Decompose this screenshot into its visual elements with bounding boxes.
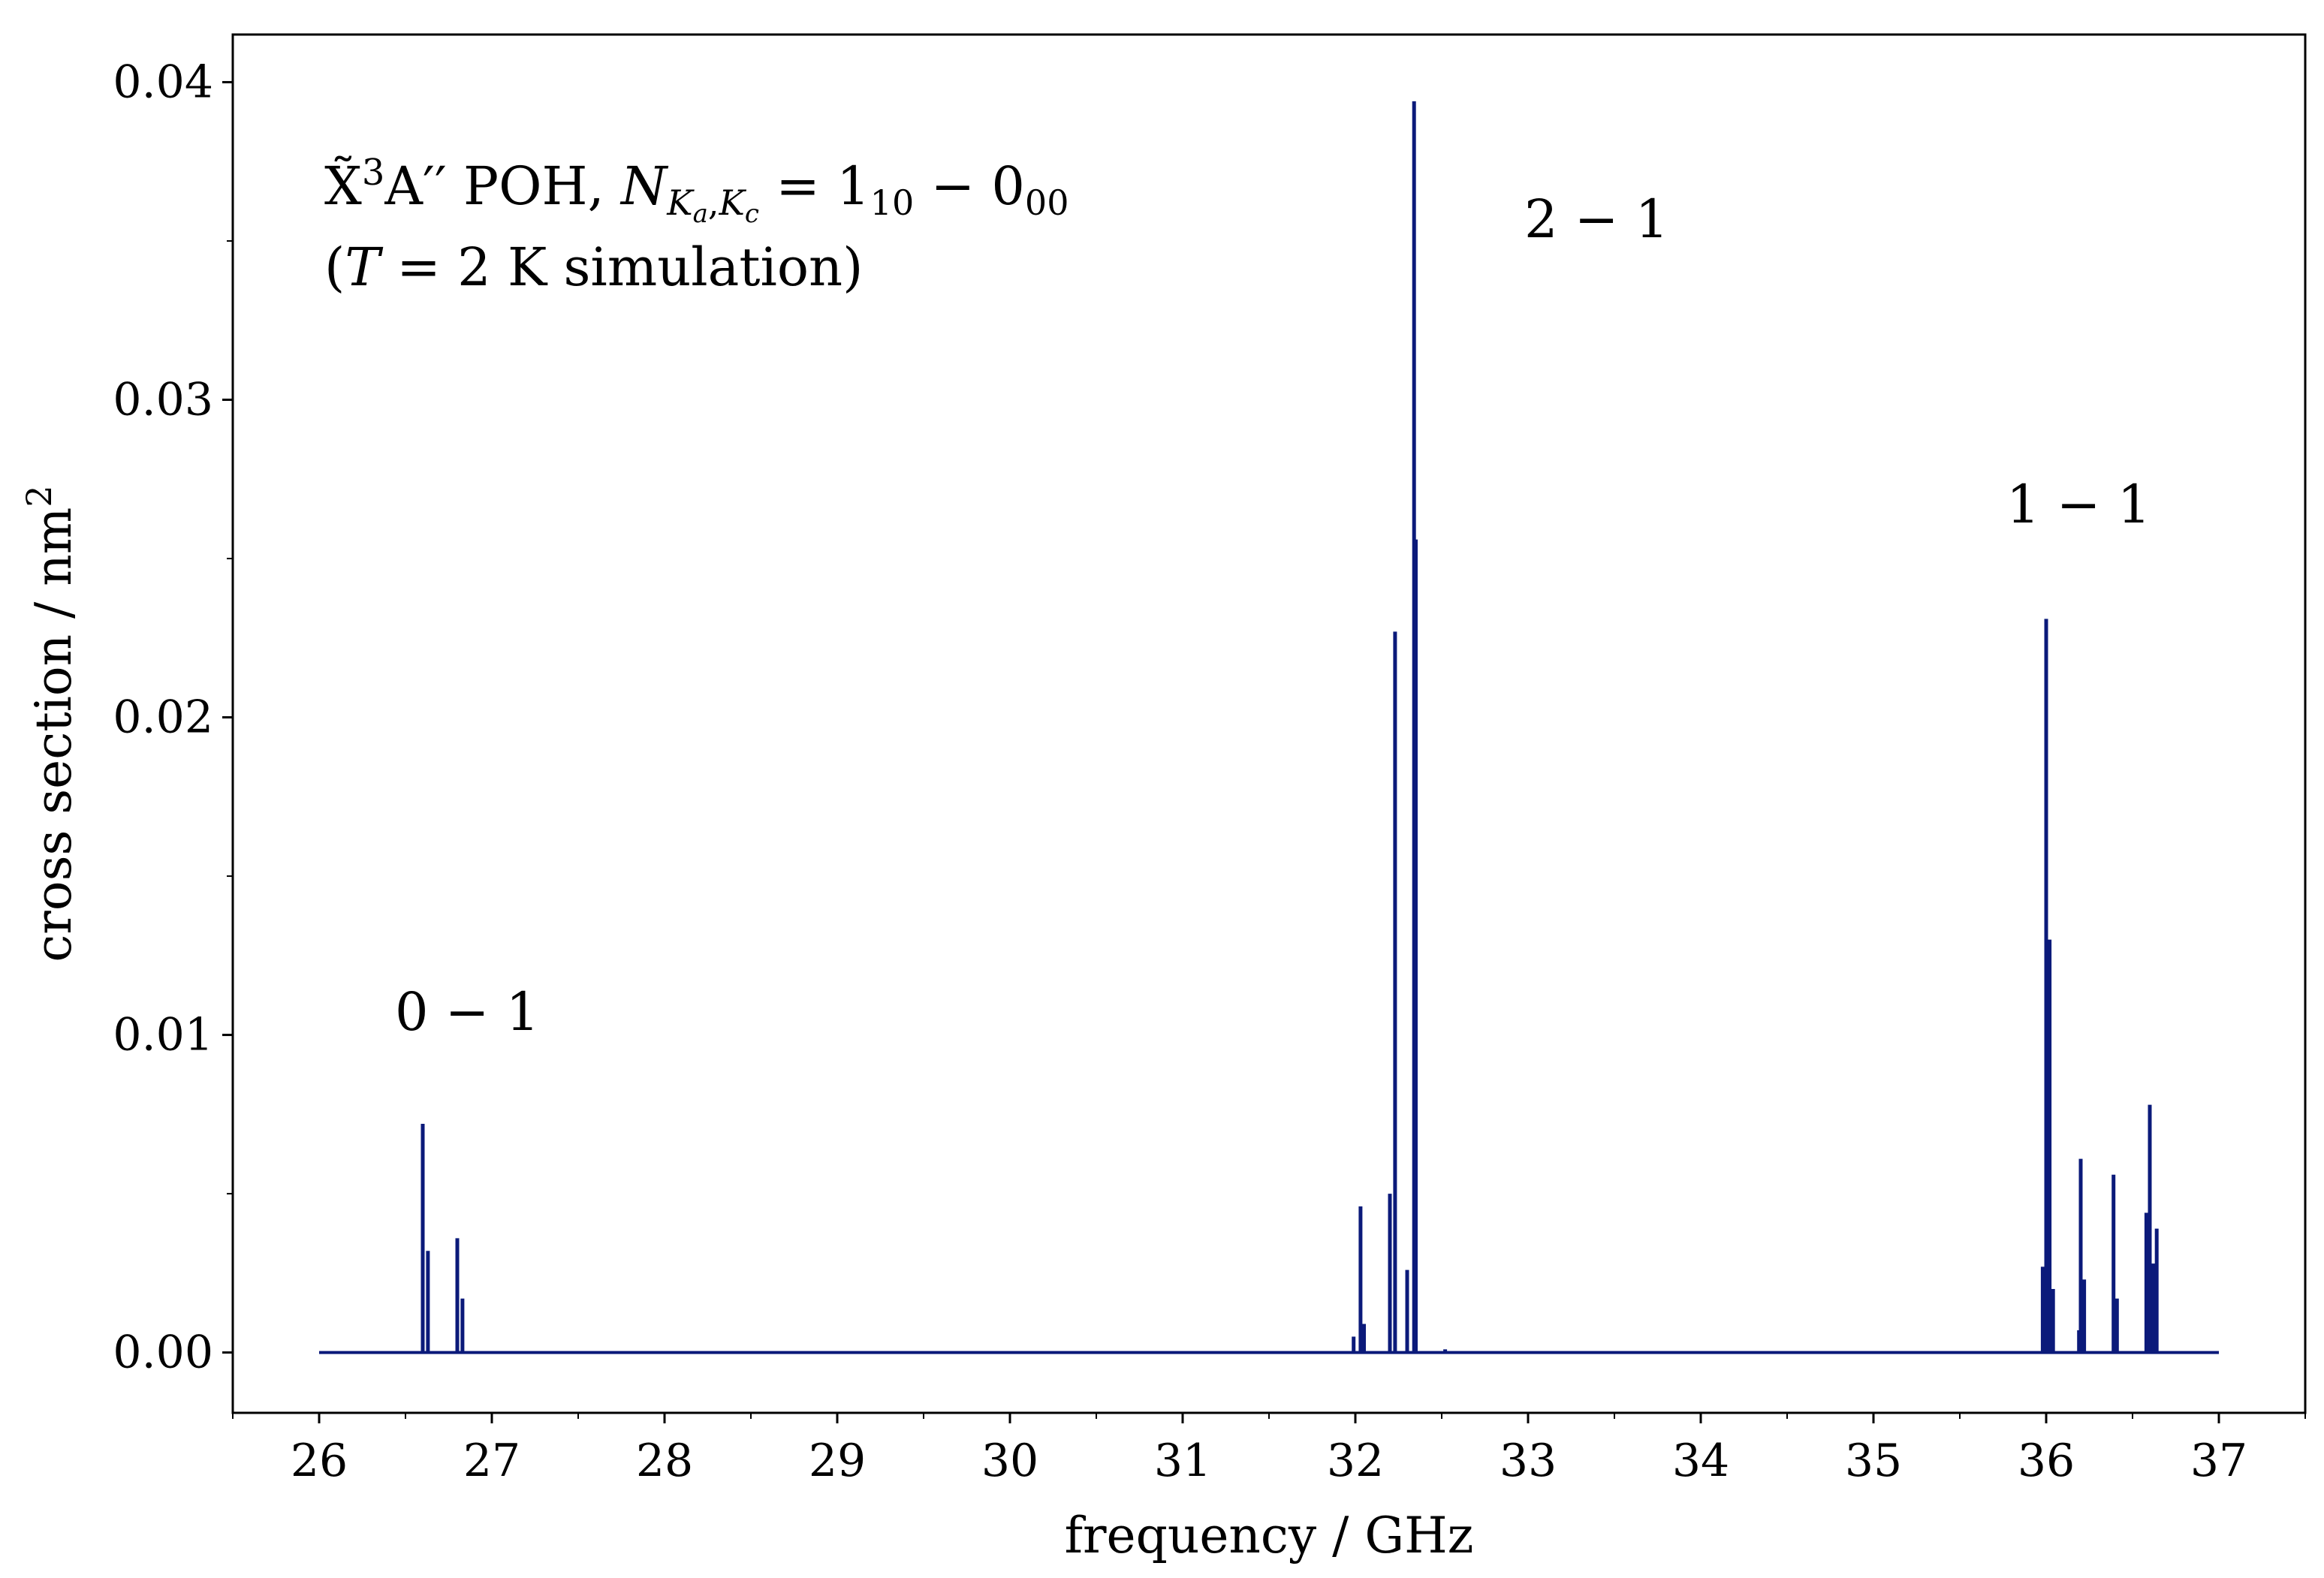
- legend-K-subscript-2: K: [719, 182, 747, 223]
- legend-upper-level-subscript: 10: [870, 182, 915, 223]
- x-tick-label-27: 27: [463, 1435, 520, 1487]
- legend-temperature-text: = 2 K simulation): [380, 236, 863, 298]
- x-tick-label-29: 29: [809, 1435, 866, 1487]
- band-label-0-1: 0 − 1: [395, 981, 539, 1043]
- x-tick-label-36: 36: [2018, 1435, 2075, 1487]
- legend-N-symbol: N: [619, 155, 669, 217]
- axis-ticks: 26 27 28 29 30 31 32 33 34 35 36 37 0.00 0.01 0.02 0.03…: [113, 56, 2306, 1487]
- legend-multiplicity: 3: [362, 152, 385, 194]
- x-tick-label-34: 34: [1672, 1435, 1729, 1487]
- x-tick-label-31: 31: [1154, 1435, 1211, 1487]
- x-tick-label-37: 37: [2190, 1435, 2247, 1487]
- x-tick-label-30: 30: [981, 1435, 1038, 1487]
- x-tick-label-35: 35: [1845, 1435, 1902, 1487]
- y-axis-label-superscript: 2: [19, 485, 59, 507]
- legend-state-symbol: X̃: [324, 155, 362, 217]
- plot-frame: [231, 33, 2307, 1414]
- legend-T-symbol: T: [345, 236, 383, 298]
- legend-line-1: X̃3A′′ POH, NKa,Kc = 110 − 000: [324, 152, 1069, 229]
- y-tick-label-0.03: 0.03: [113, 373, 213, 426]
- band-label-1-1: 1 − 1: [2006, 474, 2151, 535]
- legend-minus: − 0: [914, 155, 1025, 217]
- y-axis-label: cross section / nm2: [19, 485, 83, 962]
- x-axis-label: frequency / GHz: [1065, 1507, 1474, 1564]
- x-tick-label-28: 28: [636, 1435, 693, 1487]
- x-tick-label-26: 26: [291, 1435, 348, 1487]
- y-tick-label-0.02: 0.02: [113, 691, 213, 744]
- y-tick-label-0.00: 0.00: [113, 1327, 213, 1379]
- legend-open-paren: (: [324, 236, 345, 298]
- legend-lower-level-subscript: 00: [1025, 182, 1069, 223]
- x-tick-label-33: 33: [1500, 1435, 1557, 1487]
- legend-subscript-comma: ,: [708, 182, 719, 223]
- band-label-2-1: 2 − 1: [1524, 188, 1668, 250]
- y-tick-label-0.01: 0.01: [113, 1009, 213, 1062]
- y-axis-label-text: cross section / nm: [25, 507, 83, 962]
- legend-K-subscript: K: [666, 182, 695, 223]
- data-series: [319, 101, 2219, 1354]
- legend-equals: = 1: [759, 155, 870, 217]
- legend-a-subsubscript: a: [693, 199, 708, 229]
- legend-c-subsubscript: c: [745, 199, 759, 229]
- y-tick-label-0.04: 0.04: [113, 56, 213, 108]
- x-tick-label-32: 32: [1327, 1435, 1384, 1487]
- legend-species: A′′ POH,: [384, 155, 621, 217]
- legend-line-2: (T = 2 K simulation): [324, 236, 863, 298]
